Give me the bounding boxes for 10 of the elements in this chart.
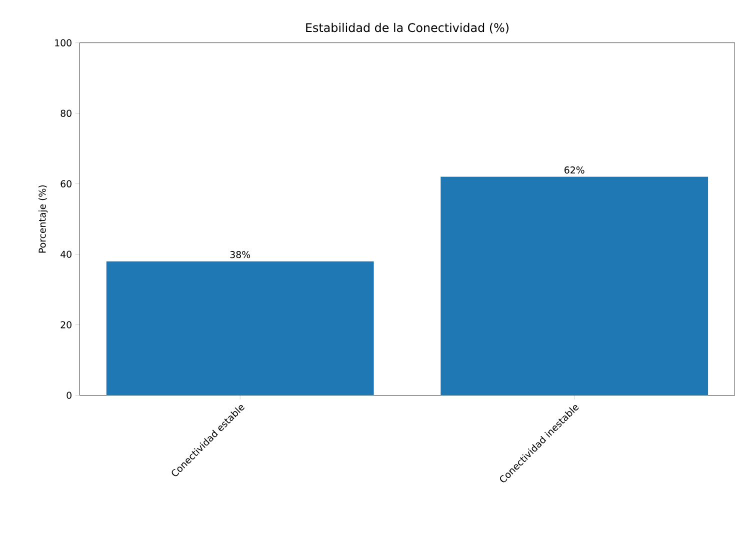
- y-tick-label: 40: [60, 250, 72, 258]
- data-label: 62%: [564, 166, 584, 174]
- y-tick-label: 60: [60, 180, 72, 188]
- y-tick-label: 20: [60, 321, 72, 329]
- y-tick-label: 0: [66, 392, 72, 400]
- y-axis-title: Porcentaje (%): [38, 186, 48, 253]
- y-tick-label: 100: [55, 39, 72, 47]
- y-tick-label: 80: [60, 110, 72, 118]
- data-label: 38%: [230, 251, 250, 258]
- chart-title: Estabilidad de la Conectividad (%): [306, 23, 508, 34]
